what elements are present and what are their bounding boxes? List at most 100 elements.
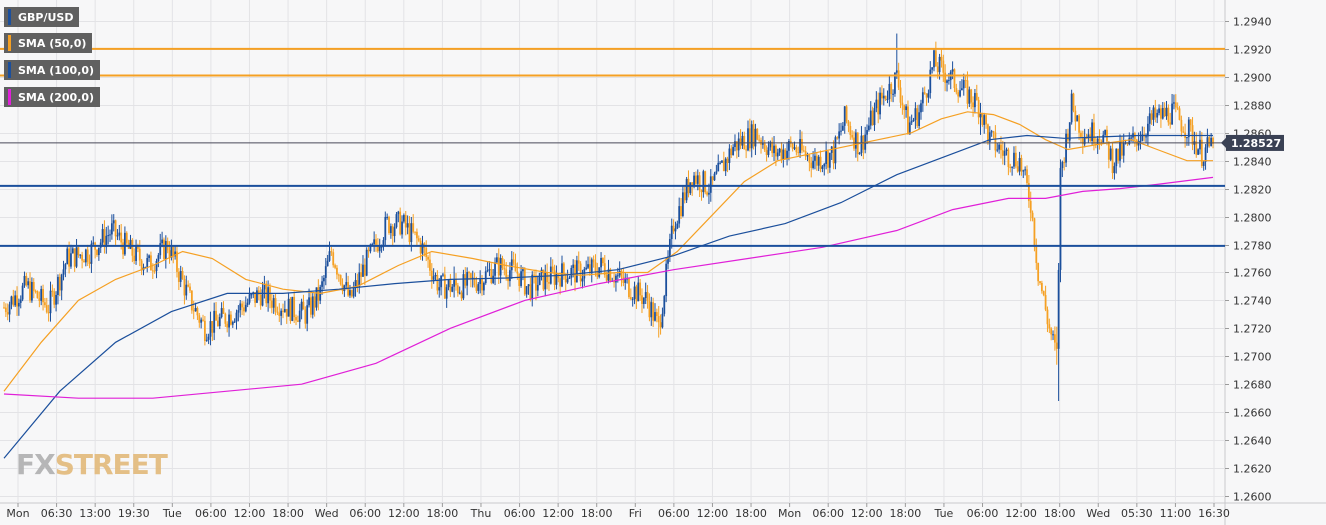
candle-body	[125, 232, 128, 243]
candle-body	[1061, 162, 1064, 169]
candle	[866, 124, 868, 145]
candle-body	[836, 137, 839, 139]
candle-body	[1212, 137, 1214, 144]
candle-body	[1197, 149, 1200, 155]
candle-body	[562, 263, 565, 274]
x-tick-label: 19:30	[118, 507, 150, 520]
candle	[871, 106, 874, 126]
candle-body	[367, 249, 370, 252]
candle	[438, 277, 441, 298]
candle	[1024, 166, 1027, 176]
x-tick-label: 12:00	[1005, 507, 1037, 520]
candle	[739, 129, 742, 150]
candle	[888, 76, 891, 107]
candle-body	[793, 147, 796, 149]
candle-body	[110, 223, 113, 235]
candle	[124, 226, 126, 256]
candle	[291, 296, 294, 322]
candle-body	[685, 178, 688, 201]
y-tick-label: 1.2620	[1233, 463, 1272, 476]
candle-body	[164, 240, 167, 260]
candle-body	[987, 124, 989, 142]
candle-body	[32, 282, 35, 291]
candle-body	[804, 151, 807, 157]
candle-body	[296, 320, 299, 322]
legend-swatch-sma200	[8, 89, 11, 105]
candle-body	[946, 80, 948, 83]
candle	[810, 156, 813, 178]
candle-body	[544, 272, 547, 290]
candle-body	[244, 304, 247, 312]
legend-label: GBP/USD	[18, 10, 74, 24]
candle-body	[1208, 137, 1211, 146]
candle-body	[345, 282, 348, 286]
candle	[112, 214, 115, 232]
candle	[306, 299, 309, 332]
candle	[57, 274, 59, 305]
candle	[280, 308, 283, 326]
candle-body	[507, 277, 509, 282]
candle-body	[518, 273, 521, 286]
candle-body	[590, 259, 593, 274]
x-tick-label: Mon	[6, 507, 29, 520]
candle	[349, 284, 351, 298]
candle	[86, 244, 89, 266]
candle-body	[1139, 140, 1142, 142]
candle-body	[953, 69, 956, 89]
candle	[254, 292, 256, 308]
candle-body	[646, 292, 649, 301]
candle-body	[838, 131, 841, 139]
candle	[607, 259, 610, 284]
x-tick-label: Wed	[315, 507, 339, 520]
candle	[585, 260, 588, 271]
candle-body	[1037, 262, 1040, 282]
candle-body	[369, 244, 372, 252]
candle	[70, 244, 72, 269]
candle-body	[334, 265, 336, 268]
candle	[416, 228, 418, 247]
candle-body	[670, 225, 673, 240]
x-tick-label: 06:00	[504, 507, 536, 520]
candle	[293, 291, 296, 324]
candle	[49, 281, 52, 322]
candle-body	[1200, 139, 1203, 166]
candle-body	[278, 312, 281, 316]
candle-body	[83, 260, 85, 263]
legend-sma200: SMA (200,0)	[4, 87, 101, 107]
candle-body	[1195, 141, 1198, 155]
candle-body	[257, 290, 260, 295]
candle	[750, 120, 753, 158]
candle-body	[979, 113, 982, 118]
candle	[998, 142, 1000, 154]
candle	[492, 268, 495, 285]
candle	[791, 142, 794, 152]
candle	[590, 257, 593, 283]
candle-body	[633, 286, 636, 300]
candle	[237, 305, 240, 322]
candle-body	[176, 251, 178, 272]
candle-body	[691, 182, 694, 187]
candle	[1180, 115, 1183, 137]
candle-body	[1158, 108, 1160, 113]
candle-body	[1187, 119, 1190, 138]
candle-body	[650, 302, 653, 318]
x-tick-label: Mon	[778, 507, 801, 520]
candle-body	[998, 144, 1000, 150]
candle	[31, 277, 33, 303]
candle	[440, 275, 442, 296]
candle	[10, 295, 13, 310]
y-tick-label: 1.2800	[1233, 212, 1272, 225]
candle-body	[133, 255, 136, 262]
candle	[155, 258, 158, 279]
candle-body	[594, 262, 597, 272]
candle	[639, 278, 642, 301]
candle	[728, 144, 731, 171]
candle	[691, 182, 694, 196]
candle-body	[1152, 107, 1155, 120]
candle-body	[603, 263, 606, 276]
candle	[535, 269, 537, 301]
candle	[925, 93, 928, 106]
candle	[825, 141, 828, 170]
candle-body	[88, 261, 91, 264]
